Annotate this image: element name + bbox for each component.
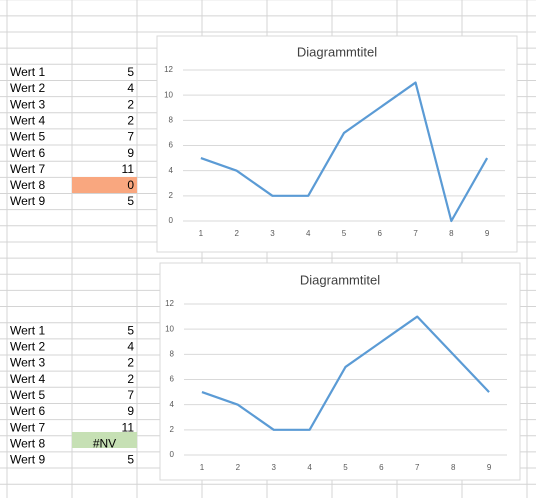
x-tick-label: 4 (306, 229, 311, 238)
chart-title: Diagrammtitel (300, 272, 380, 287)
y-tick-label: 6 (170, 375, 175, 384)
x-tick-label: 3 (270, 229, 275, 238)
y-tick-label: 12 (164, 65, 173, 74)
row-label: Wert 3 (10, 97, 45, 111)
row-label: Wert 3 (10, 356, 45, 370)
x-tick-label: 8 (449, 229, 454, 238)
x-tick-label: 7 (415, 463, 420, 472)
cell-value: 4 (127, 81, 134, 95)
x-tick-label: 1 (199, 229, 204, 238)
y-tick-label: 6 (169, 141, 174, 150)
y-tick-label: 0 (169, 216, 174, 225)
y-tick-label: 8 (169, 115, 174, 124)
cell-value: 5 (127, 194, 134, 208)
cell-value: 2 (127, 113, 134, 127)
cell-value: 2 (127, 97, 134, 111)
x-tick-label: 2 (236, 463, 241, 472)
x-tick-label: 5 (343, 463, 348, 472)
y-tick-label: 10 (165, 324, 174, 333)
row-label: Wert 7 (10, 162, 45, 176)
row-label: Wert 1 (10, 323, 45, 337)
row-label: Wert 2 (10, 81, 45, 95)
x-tick-label: 1 (200, 463, 205, 472)
row-label: Wert 2 (10, 340, 45, 354)
y-tick-label: 8 (170, 349, 175, 358)
cell-value: 7 (127, 130, 134, 144)
row-label: Wert 4 (10, 372, 45, 386)
cell-value: 5 (127, 323, 134, 337)
cell-value: 0 (127, 178, 134, 192)
cell-value: #NV (93, 436, 116, 450)
x-tick-label: 3 (271, 463, 276, 472)
cell-value: 5 (127, 65, 134, 79)
x-tick-label: 6 (379, 463, 384, 472)
row-label: Wert 6 (10, 404, 45, 418)
row-label: Wert 6 (10, 146, 45, 160)
cell-value: 9 (127, 146, 134, 160)
row-label: Wert 5 (10, 388, 45, 402)
row-label: Wert 4 (10, 113, 45, 127)
chart-title: Diagrammtitel (297, 44, 377, 59)
highlight-cell (72, 432, 137, 448)
chart-area (159, 262, 521, 481)
row-label: Wert 9 (10, 453, 45, 467)
y-tick-label: 4 (169, 166, 174, 175)
cell-value: 5 (127, 453, 134, 467)
y-tick-label: 2 (169, 191, 174, 200)
data-line (200, 81, 489, 223)
y-tick-label: 2 (170, 425, 175, 434)
row-label: Wert 1 (10, 65, 45, 79)
highlight-cell (72, 177, 137, 193)
cell-value: 2 (127, 356, 134, 370)
cell-value: 11 (122, 420, 135, 434)
cell-value: 11 (122, 162, 135, 176)
x-tick-label: 9 (485, 229, 490, 238)
cell-value: 7 (127, 388, 134, 402)
cell-value: 4 (127, 340, 134, 354)
y-tick-label: 10 (164, 90, 173, 99)
row-label: Wert 7 (10, 420, 45, 434)
row-label: Wert 8 (10, 178, 45, 192)
row-label: Wert 9 (10, 194, 45, 208)
x-tick-label: 8 (451, 463, 456, 472)
x-tick-label: 4 (307, 463, 312, 472)
x-tick-label: 5 (342, 229, 347, 238)
cell-value: 2 (127, 372, 134, 386)
row-label: Wert 5 (10, 130, 45, 144)
data-line (201, 315, 490, 431)
y-tick-label: 12 (165, 299, 174, 308)
x-tick-label: 7 (413, 229, 418, 238)
cell-value: 9 (127, 404, 134, 418)
row-label: Wert 8 (10, 436, 45, 450)
y-tick-label: 4 (170, 400, 175, 409)
x-tick-label: 2 (234, 229, 239, 238)
y-tick-label: 0 (170, 450, 175, 459)
x-tick-label: 6 (378, 229, 383, 238)
x-tick-label: 9 (487, 463, 492, 472)
